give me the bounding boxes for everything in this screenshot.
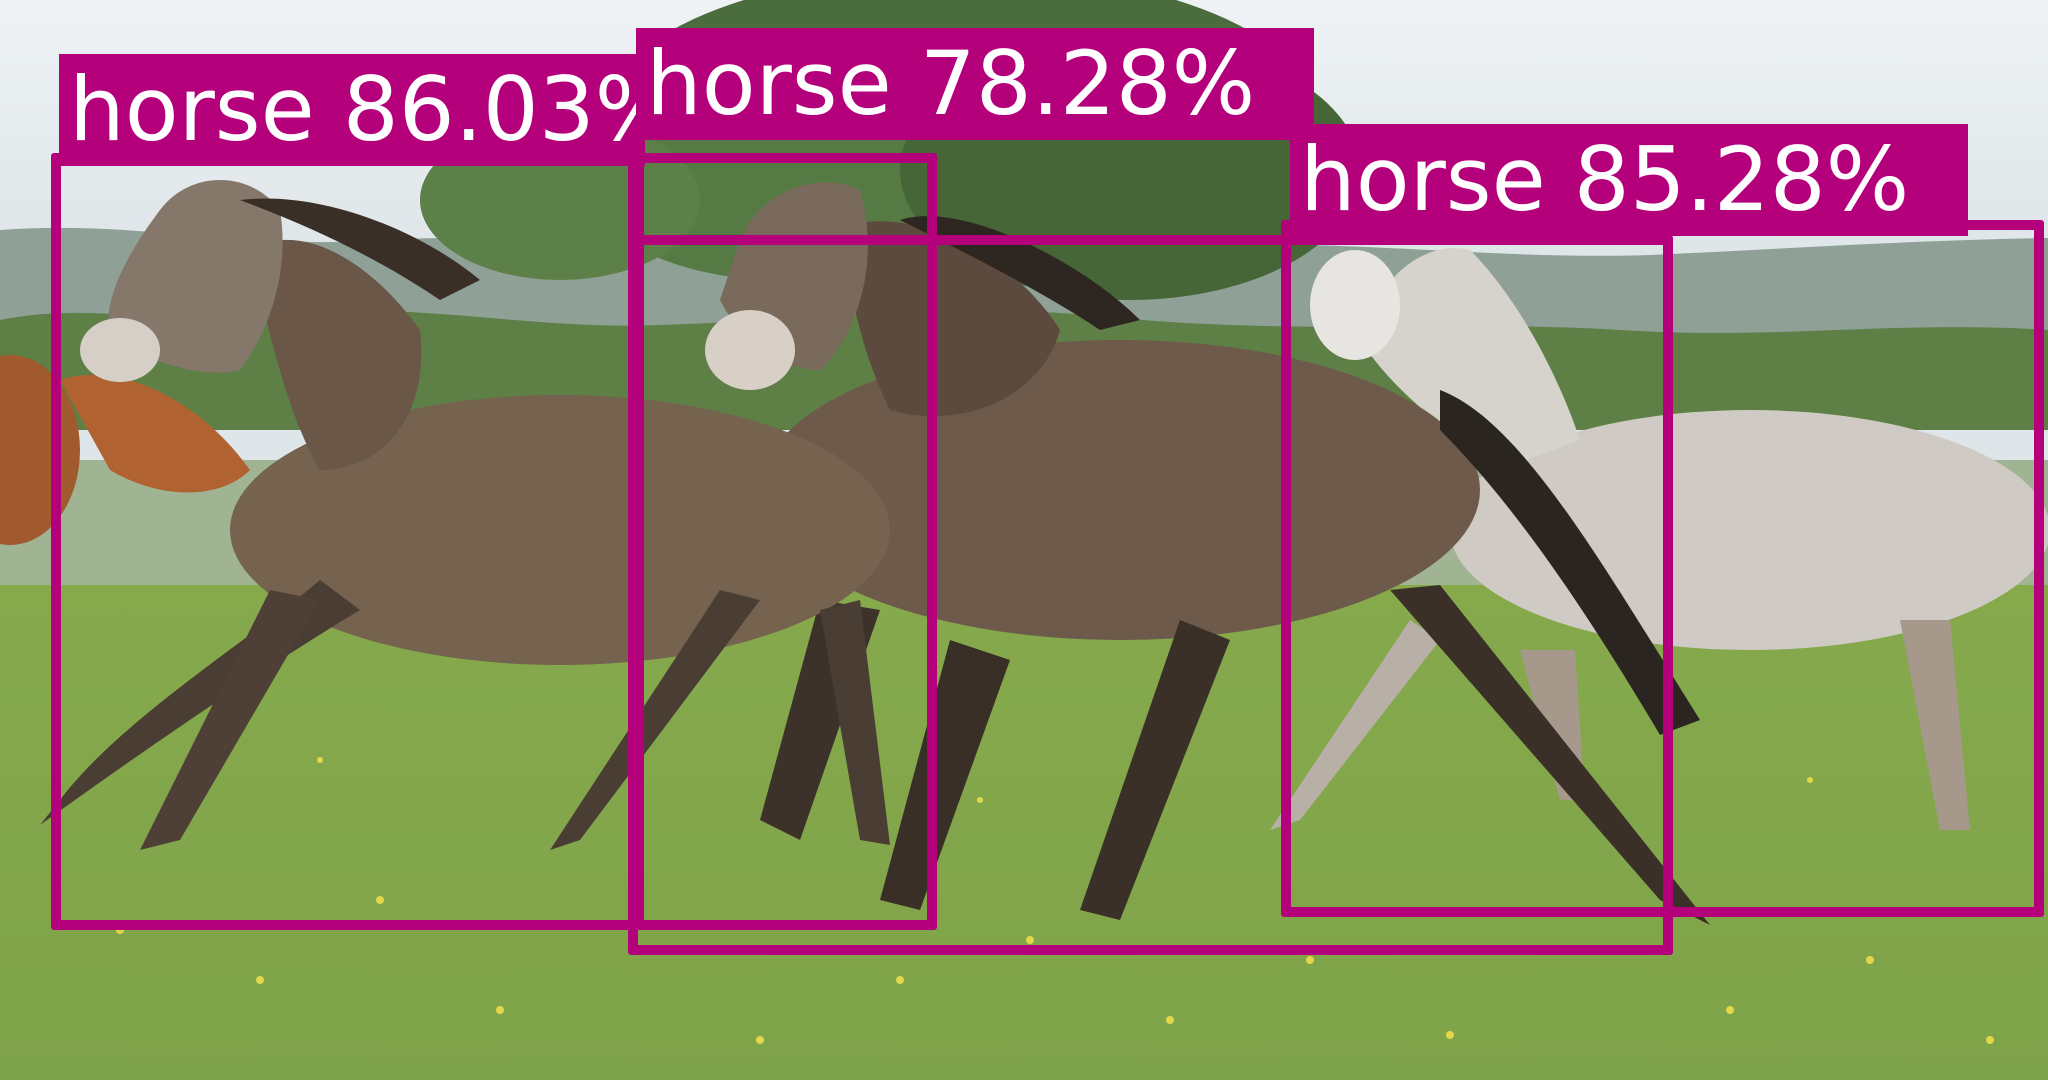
grass-field: [0, 585, 2048, 1080]
brown-horse-left: [40, 180, 890, 850]
detection-label-horse-2: horse 78.28%: [636, 28, 1314, 140]
detection-label-horse-3: horse 85.28%: [1290, 124, 1968, 236]
detection-box-horse-1: [51, 153, 644, 930]
detection-box-horse-3: [628, 235, 1673, 955]
detection-box-horse-4: [1281, 220, 2044, 917]
detection-label-horse-1: horse 86.03%: [59, 54, 645, 166]
